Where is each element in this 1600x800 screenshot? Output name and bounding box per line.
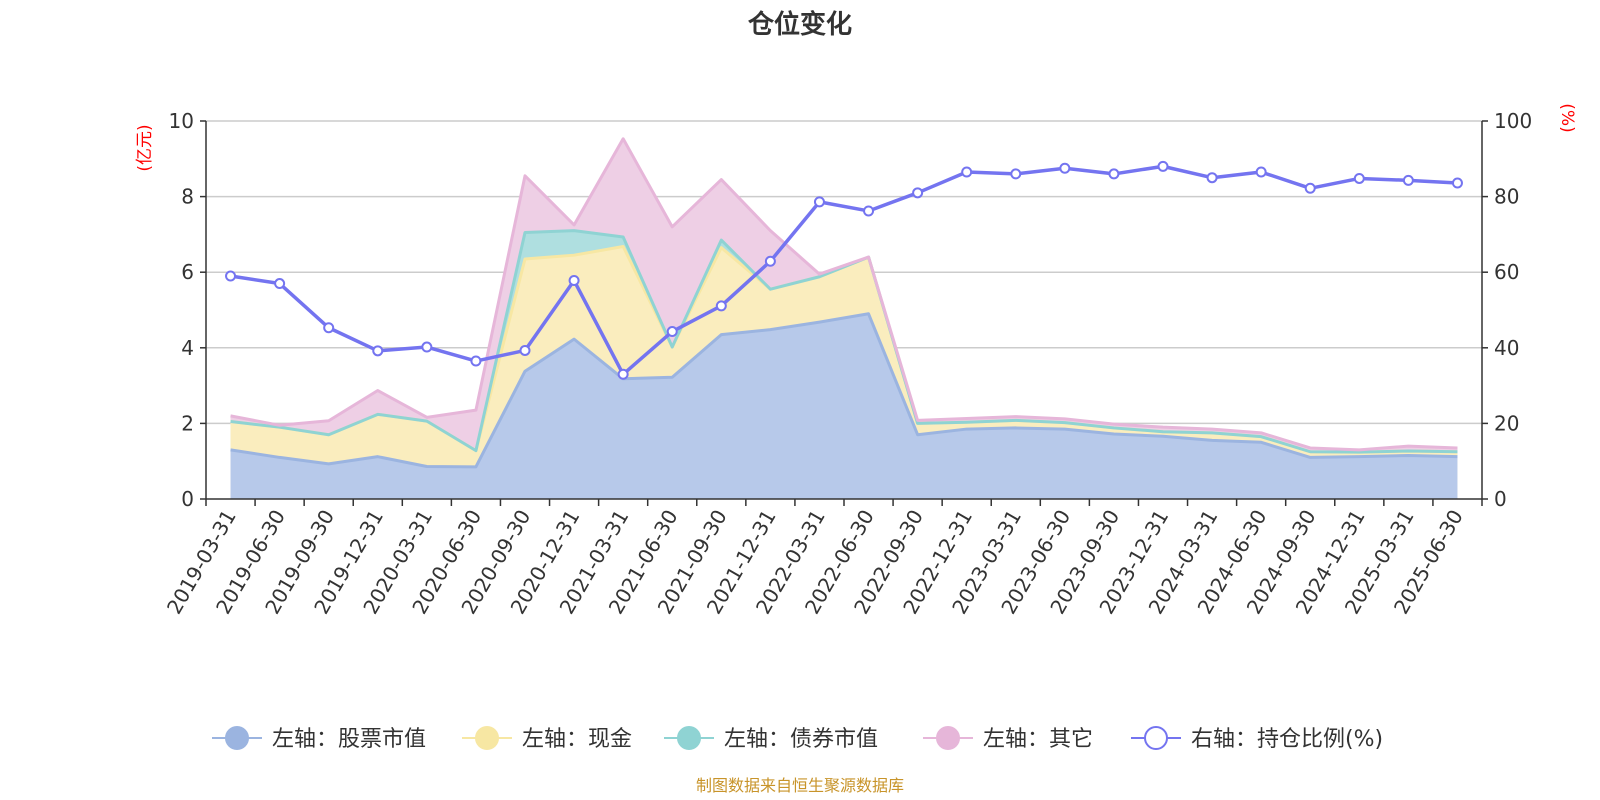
ratio-point-2022-06-30[interactable]: [863, 205, 875, 217]
right-tick-label: 100: [1494, 109, 1532, 133]
legend-label: 左轴：现金: [522, 727, 632, 752]
ratio-point-2021-09-30[interactable]: [715, 300, 727, 312]
ratio-line: [225, 160, 1463, 380]
legend-item-左轴：债券市值[interactable]: 左轴：债券市值: [664, 726, 878, 752]
right-axis-unit: (%): [1557, 103, 1577, 132]
area-edge-左轴：其它: [230, 137, 1458, 452]
legend-label: 左轴：其它: [983, 727, 1093, 752]
area-左轴：股票市值: [230, 313, 1458, 499]
ratio-point-2023-06-30[interactable]: [1059, 162, 1071, 174]
legend-label: 右轴：持仓比例(%): [1191, 727, 1383, 752]
ratio-point-2019-06-30[interactable]: [274, 278, 286, 290]
ratio-point-2024-06-30[interactable]: [1255, 166, 1267, 178]
left-tick-label: 10: [169, 109, 194, 133]
right-tick-label: 80: [1494, 185, 1519, 209]
ratio-point-2021-06-30[interactable]: [666, 326, 678, 338]
ratio-point-2024-03-31[interactable]: [1206, 172, 1218, 184]
ratio-point-2019-12-31[interactable]: [372, 345, 384, 357]
legend-item-左轴：股票市值[interactable]: 左轴：股票市值: [212, 726, 426, 752]
ratio-point-2020-06-30[interactable]: [470, 355, 482, 367]
right-tick-label: 60: [1494, 260, 1519, 284]
legend: 左轴：股票市值 左轴：现金 左轴：债券市值 左轴：其它 右轴：持仓比例(%): [212, 726, 1383, 752]
legend-label: 左轴：股票市值: [272, 727, 426, 752]
left-tick-label: 8: [181, 185, 194, 209]
ratio-point-2025-03-31[interactable]: [1402, 174, 1414, 186]
ratio-point-2020-12-31[interactable]: [568, 275, 580, 287]
ratio-point-2021-12-31[interactable]: [764, 255, 776, 267]
ratio-point-2020-03-31[interactable]: [421, 341, 433, 353]
legend-marker: [936, 726, 960, 750]
left-tick-label: 0: [181, 487, 194, 511]
ratio-point-2023-12-31[interactable]: [1157, 160, 1169, 172]
right-tick-label: 0: [1494, 487, 1507, 511]
ratio-point-2023-09-30[interactable]: [1108, 168, 1120, 180]
right-tick-label: 40: [1494, 336, 1519, 360]
legend-label: 左轴：债券市值: [724, 727, 878, 752]
ratio-point-2022-09-30[interactable]: [912, 187, 924, 199]
ratio-line-path: [230, 164, 1458, 377]
legend-marker: [475, 726, 499, 750]
left-tick-label: 6: [181, 260, 194, 284]
ratio-point-2024-09-30[interactable]: [1304, 182, 1316, 194]
ratio-point-2019-09-30[interactable]: [323, 322, 335, 334]
legend-item-左轴：其它[interactable]: 左轴：其它: [923, 726, 1093, 752]
ratio-point-2022-03-31[interactable]: [813, 196, 825, 208]
ratio-point-2019-03-31[interactable]: [225, 270, 237, 282]
legend-marker: [225, 726, 249, 750]
ratio-point-2024-12-31[interactable]: [1353, 172, 1365, 184]
right-tick-label: 20: [1494, 411, 1519, 435]
left-tick-label: 4: [181, 336, 194, 360]
stacked-areas: [230, 137, 1458, 500]
area-edge-左轴：股票市值: [230, 312, 1458, 469]
legend-marker: [677, 726, 701, 750]
ratio-point-2023-03-31[interactable]: [1010, 168, 1022, 180]
ratio-point-2021-03-31[interactable]: [617, 368, 629, 380]
ratio-point-2022-12-31[interactable]: [961, 166, 973, 178]
source-note: 制图数据来自恒生聚源数据库: [696, 776, 904, 795]
ratio-point-2020-09-30[interactable]: [519, 344, 531, 356]
ratio-point-2025-06-30[interactable]: [1451, 177, 1463, 189]
legend-marker: [1144, 726, 1168, 750]
legend-item-右轴：持仓比例(%)[interactable]: 右轴：持仓比例(%): [1131, 726, 1383, 752]
left-axis-unit: (亿元): [135, 124, 155, 171]
legend-item-左轴：现金[interactable]: 左轴：现金: [462, 726, 632, 752]
left-tick-label: 2: [181, 411, 194, 435]
chart-title: 仓位变化: [747, 9, 852, 40]
